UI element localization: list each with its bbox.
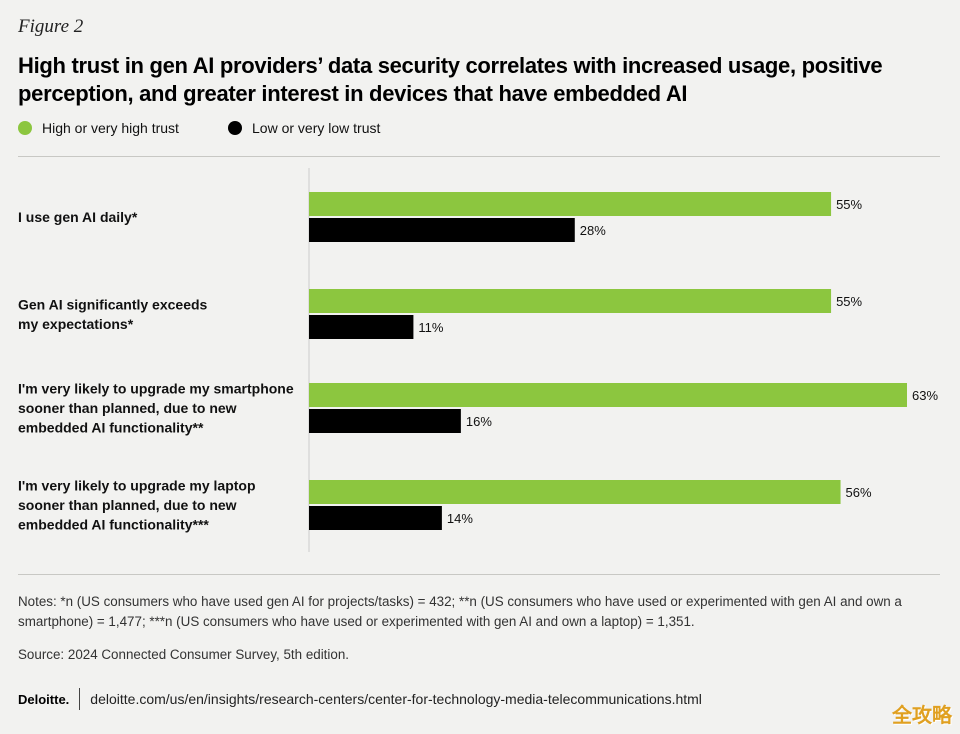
- category-label: I use gen AI daily*: [18, 209, 138, 225]
- value-label-high-trust: 55%: [836, 294, 862, 309]
- value-label-low-trust: 14%: [447, 511, 473, 526]
- bar-low-trust: [309, 315, 414, 339]
- value-label-low-trust: 28%: [580, 223, 606, 238]
- value-label-high-trust: 56%: [846, 485, 872, 500]
- value-label-high-trust: 63%: [912, 388, 938, 403]
- chart-source: Source: 2024 Connected Consumer Survey, …: [18, 647, 349, 662]
- category-label-line: embedded AI functionality**: [18, 420, 204, 436]
- chart-notes: Notes: *n (US consumers who have used ge…: [18, 594, 902, 629]
- category-label: I'm very likely to upgrade my laptop soon…: [18, 478, 256, 533]
- bar-low-trust: [309, 506, 442, 530]
- figure-label: Figure 2: [18, 16, 84, 37]
- category-label: Gen AI significantly exceeds my expectati…: [18, 296, 208, 332]
- value-label-high-trust: 55%: [836, 197, 862, 212]
- bar-high-trust: [309, 289, 832, 313]
- bar-high-trust: [309, 480, 841, 504]
- category-label-line: Gen AI significantly exceeds: [18, 296, 208, 312]
- legend-item-low-trust: Low or very low trust: [228, 120, 380, 136]
- footer: Deloitte. deloitte.com/us/en/insights/re…: [18, 688, 702, 710]
- top-divider: [18, 156, 940, 157]
- legend-swatch-high-trust: [18, 121, 32, 135]
- legend-label-high-trust: High or very high trust: [42, 120, 179, 136]
- legend-swatch-low-trust: [228, 121, 242, 135]
- value-label-low-trust: 11%: [418, 320, 443, 335]
- bar-high-trust: [309, 192, 832, 216]
- footer-separator: [79, 688, 81, 710]
- category-label-line: my expectations*: [18, 316, 134, 332]
- chart-title: High trust in gen AI providers’ data sec…: [18, 53, 883, 106]
- legend-label-low-trust: Low or very low trust: [252, 120, 381, 136]
- bar-chart: I use gen AI daily* 55% 28% Gen AI signific…: [18, 168, 938, 552]
- watermark-logo: 全攻略: [892, 705, 952, 727]
- category-label: I'm very likely to upgrade my smartphone…: [18, 381, 294, 436]
- value-label-low-trust: 16%: [466, 414, 492, 429]
- category-label-line: I use gen AI daily*: [18, 209, 138, 225]
- bar-low-trust: [309, 218, 575, 242]
- source-url-link[interactable]: deloitte.com/us/en/insights/research-cen…: [90, 691, 702, 707]
- category-label-line: I'm very likely to upgrade my smartphone: [18, 381, 294, 397]
- bar-high-trust: [309, 383, 907, 407]
- notes-divider: [18, 574, 940, 575]
- legend-item-high-trust: High or very high trust: [18, 120, 179, 136]
- deloitte-logo: Deloitte.: [18, 691, 70, 707]
- category-label-line: I'm very likely to upgrade my laptop: [18, 478, 256, 494]
- category-label-line: embedded AI functionality***: [18, 517, 209, 533]
- category-label-line: sooner than planned, due to new: [18, 497, 237, 513]
- category-label-line: sooner than planned, due to new: [18, 400, 237, 416]
- bar-low-trust: [309, 409, 461, 433]
